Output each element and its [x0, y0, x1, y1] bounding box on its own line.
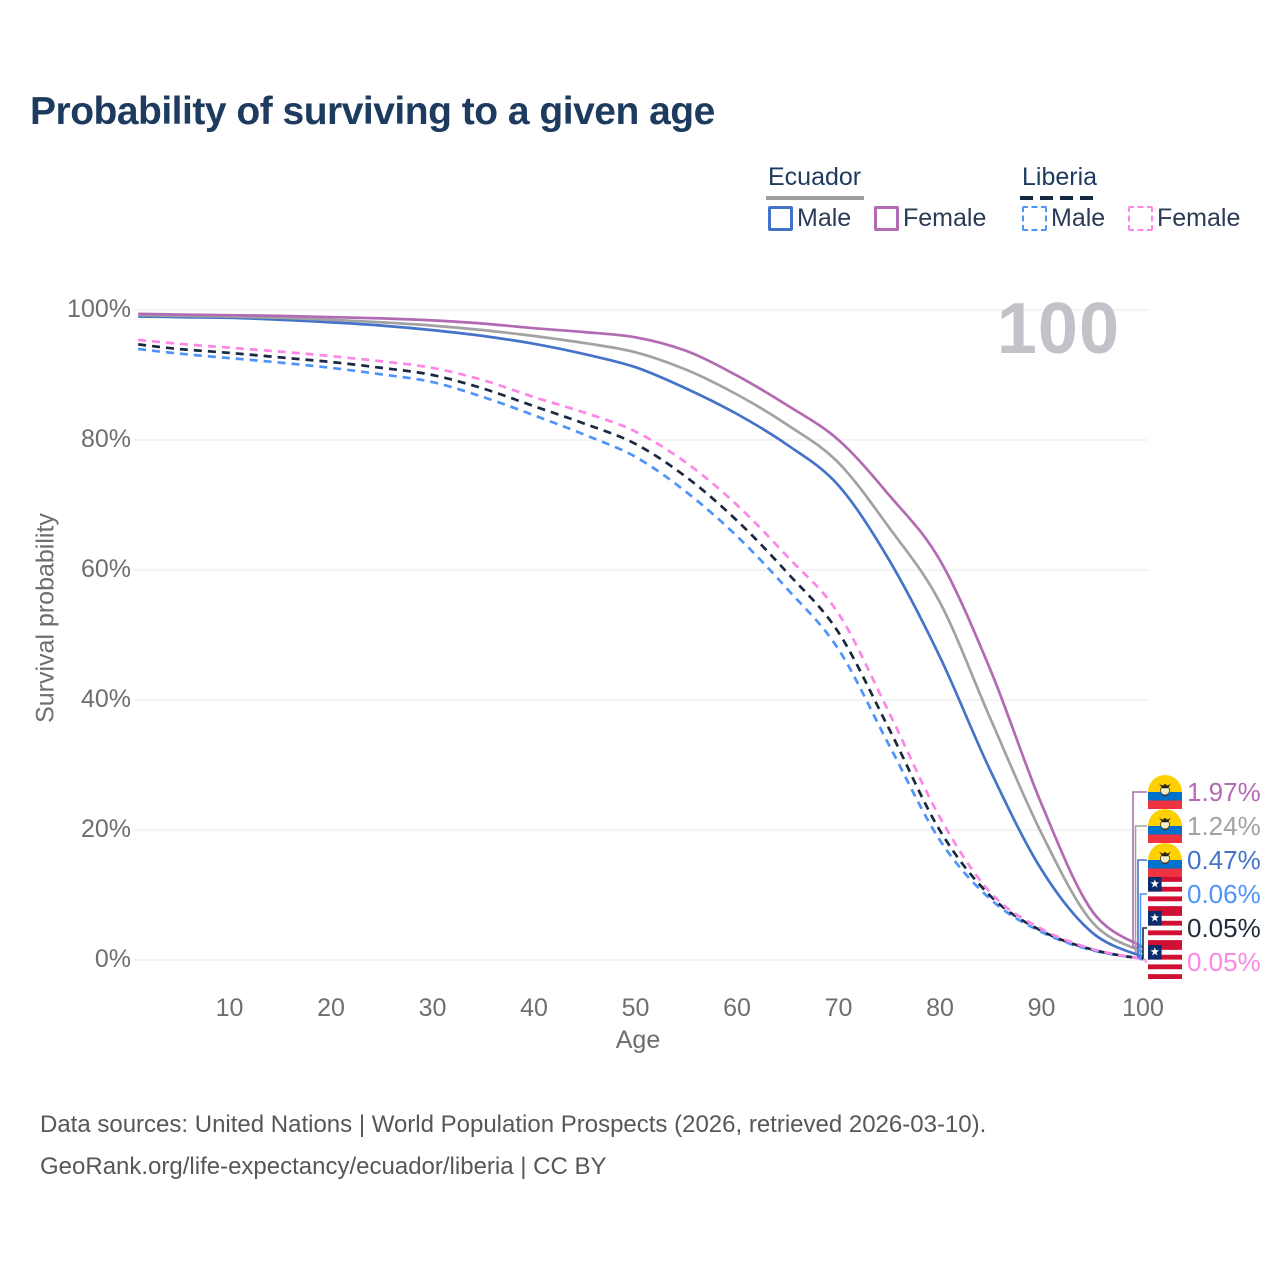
end-label-row[interactable]: 1.97% — [1148, 775, 1261, 809]
end-label-connector — [1143, 958, 1147, 963]
liberia-flag-icon — [1148, 877, 1182, 911]
end-label-connector — [1142, 927, 1147, 960]
curve-ecuador[interactable] — [138, 313, 1144, 954]
end-label-value: 0.47% — [1187, 844, 1261, 875]
footer-sources: Data sources: United Nations | World Pop… — [40, 1111, 987, 1138]
y-tick-label: 100% — [67, 295, 131, 323]
liberia-flag-icon — [1148, 911, 1182, 945]
y-tick-label: 80% — [80, 425, 131, 453]
chart-title: Probability of surviving to a given age — [30, 90, 715, 133]
curve-liberia-male[interactable] — [138, 347, 1144, 961]
footer-link[interactable]: GeoRank.org/life-expectancy/ecuador/libe… — [40, 1153, 607, 1180]
x-tick-label: 100 — [1122, 994, 1164, 1022]
curve-ecuador-male[interactable] — [138, 315, 1144, 959]
liberia-female-swatch-icon — [1128, 206, 1153, 231]
legend-group-liberia[interactable]: Liberia — [1022, 163, 1098, 191]
end-label-row[interactable]: 0.05% — [1148, 945, 1261, 979]
end-label-row[interactable]: 1.24% — [1148, 809, 1261, 843]
ecuador-flag-icon — [1148, 843, 1182, 877]
end-label-value: 1.97% — [1187, 776, 1261, 807]
end-label-value: 0.06% — [1187, 878, 1261, 909]
end-label-value: 1.24% — [1187, 810, 1261, 841]
ecuador-flag-icon — [1148, 775, 1182, 809]
x-tick-label: 80 — [926, 994, 954, 1022]
x-tick-label: 40 — [520, 994, 548, 1022]
legend-item-ecuador-male[interactable]: Male — [768, 204, 851, 233]
legend-label: Female — [1157, 204, 1241, 232]
x-tick-label: 90 — [1027, 994, 1056, 1022]
end-label-value: 0.05% — [1187, 912, 1261, 943]
x-tick-label: 30 — [418, 994, 447, 1022]
x-tick-label: 60 — [723, 994, 751, 1022]
legend-line-liberia — [1020, 196, 1100, 200]
legend-label: Male — [1051, 204, 1106, 232]
ecuador-male-swatch-icon — [768, 206, 793, 231]
y-tick-label: 60% — [80, 555, 131, 583]
footer: Data sources: United Nations | World Pop… — [40, 1104, 986, 1188]
y-tick-label: 40% — [80, 685, 131, 713]
legend-label: Female — [903, 204, 987, 232]
legend-group-ecuador[interactable]: Ecuador — [768, 163, 862, 191]
end-label-row[interactable]: 0.47% — [1148, 843, 1261, 877]
legend-item-liberia-female[interactable]: Female — [1128, 204, 1240, 233]
y-tick-label: 0% — [94, 945, 131, 973]
end-label-connector — [1134, 825, 1147, 953]
liberia-male-swatch-icon — [1022, 206, 1047, 231]
end-label-row[interactable]: 0.06% — [1148, 877, 1261, 911]
x-tick-label: 70 — [824, 994, 853, 1022]
x-tick-label: 20 — [317, 994, 345, 1022]
curve-liberia-female[interactable] — [138, 338, 1144, 961]
x-axis-title: Age — [615, 1026, 661, 1054]
liberia-flag-icon — [1148, 945, 1182, 979]
legend-item-ecuador-female[interactable]: Female — [874, 204, 986, 233]
x-tick-label: 50 — [621, 994, 650, 1022]
legend-item-liberia-male[interactable]: Male — [1022, 204, 1105, 233]
end-label-row[interactable]: 0.05% — [1148, 911, 1261, 945]
ecuador-female-swatch-icon — [874, 206, 899, 231]
end-label-value: 0.05% — [1187, 946, 1261, 977]
curve-ecuador-female[interactable] — [138, 312, 1144, 949]
ecuador-flag-icon — [1148, 809, 1182, 843]
legend-label: Male — [797, 204, 852, 232]
y-tick-label: 20% — [80, 815, 131, 843]
end-label-connector — [1139, 893, 1147, 961]
curve-liberia[interactable] — [138, 343, 1144, 961]
x-tick-label: 10 — [215, 994, 244, 1022]
age-readout: 100 — [996, 289, 1120, 369]
legend-line-ecuador — [766, 196, 864, 200]
